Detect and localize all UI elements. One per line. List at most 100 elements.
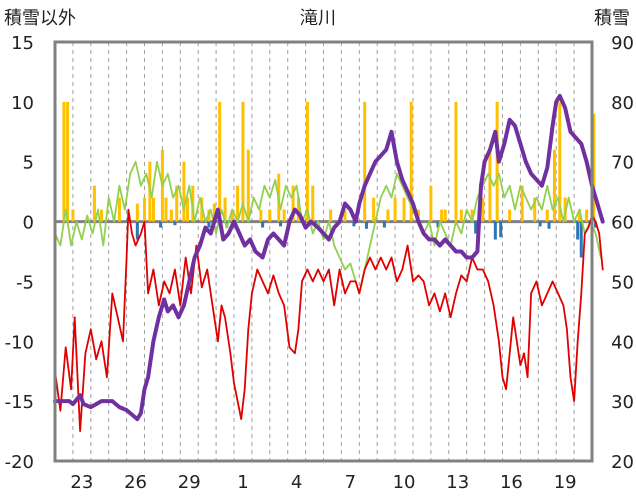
precip-bar [459, 209, 463, 222]
precip-bar [363, 101, 367, 222]
snow-depth-line [53, 93, 605, 422]
plot-frame [53, 40, 594, 463]
precip-bar [296, 197, 300, 222]
left-tick-label: 15 [11, 33, 34, 54]
precip-bar [62, 101, 66, 222]
precip-bar-negative [261, 221, 265, 228]
right-axis-label: 積雪 [594, 8, 630, 29]
precip-bar-negative [499, 221, 503, 238]
precip-bar [92, 185, 96, 222]
precip-bar [443, 209, 447, 222]
precip-bar [577, 209, 581, 222]
precip-bar [454, 101, 458, 222]
precip-bar [71, 209, 75, 222]
x-tick-label: 23 [70, 472, 93, 493]
precip-bar-negative [159, 221, 163, 228]
temperature-line [54, 208, 604, 432]
precip-bar [182, 161, 186, 222]
series-lines [53, 93, 605, 432]
precip-bar-negative [382, 221, 386, 228]
precip-bar [66, 101, 70, 222]
precip-bar-negative [135, 221, 139, 240]
chart-title: 滝川 [300, 8, 336, 29]
precip-bar [488, 149, 492, 222]
precip-bar-negative [493, 221, 497, 240]
precip-bar-negative [538, 221, 542, 227]
right-tick-label: 80 [611, 93, 634, 114]
precip-bar [236, 185, 240, 222]
right-tick-label: 40 [611, 332, 634, 353]
wind-line [54, 160, 602, 295]
precip-bar [552, 149, 556, 222]
precip-bar [592, 113, 596, 222]
precip-bar [185, 197, 189, 222]
precip-bar [246, 149, 250, 222]
precip-bar [393, 197, 397, 222]
x-tick-label: 16 [500, 472, 523, 493]
precip-bar [282, 209, 286, 222]
precip-bar [259, 209, 263, 222]
precip-bar [230, 209, 234, 222]
precip-bar [409, 101, 413, 222]
left-tick-label: 10 [11, 93, 34, 114]
precip-bar-negative [547, 221, 551, 229]
precip-bar-negative [364, 221, 368, 229]
x-tick-label: 1 [237, 472, 248, 493]
precip-bar [268, 209, 272, 222]
precip-bar [329, 209, 333, 222]
x-tick-label: 7 [345, 472, 356, 493]
x-tick-label: 19 [554, 472, 577, 493]
x-tick-label: 13 [446, 472, 469, 493]
x-tick-label: 26 [124, 472, 147, 493]
precip-bar [100, 209, 104, 222]
precip-bar-negative [579, 221, 583, 258]
precip-bar-negative [207, 221, 211, 228]
left-ticks: 15 10 5 0 -5 -10 -15 -20 [5, 33, 34, 473]
left-tick-label: -5 [16, 272, 34, 293]
precip-bar [212, 203, 216, 222]
precip-bar [175, 185, 179, 222]
x-tick-label: 29 [178, 472, 201, 493]
precip-bar [545, 209, 549, 222]
precip-bar-negative [474, 221, 478, 234]
precip-bar [440, 209, 444, 222]
precip-bar [151, 197, 155, 222]
right-tick-label: 90 [611, 33, 634, 54]
left-tick-label: -10 [5, 332, 34, 353]
precip-bar [117, 197, 121, 222]
precip-bar-negative [576, 221, 580, 240]
precip-bar [386, 209, 390, 222]
precip-bar [508, 209, 512, 222]
precip-bar-negative [352, 221, 356, 227]
precip-bar [223, 197, 227, 222]
left-tick-label: -20 [5, 452, 34, 473]
precip-bar [343, 209, 347, 222]
precip-bar [558, 101, 562, 222]
precip-bar [241, 101, 245, 222]
right-tick-label: 70 [611, 153, 634, 174]
precip-bar [402, 197, 406, 222]
precip-bar [520, 185, 524, 222]
x-tick-label: 4 [291, 472, 302, 493]
left-tick-label: -15 [5, 392, 34, 413]
precip-bar-negative [173, 221, 177, 226]
left-axis-label: 積雪以外 [4, 8, 76, 29]
precip-bar-negative [279, 221, 283, 227]
right-tick-label: 60 [611, 213, 634, 234]
x-ticks: 23 26 29 1 4 7 10 13 16 19 [70, 472, 576, 493]
precip-bar [135, 203, 139, 222]
precip-bar [311, 185, 315, 222]
precip-bar [533, 197, 537, 222]
precip-bar [305, 101, 309, 222]
precip-bar [429, 185, 433, 222]
precip-bar [481, 197, 485, 222]
right-tick-label: 20 [611, 452, 634, 473]
precip-bar [470, 209, 474, 222]
precip-bar [585, 209, 589, 222]
precip-bar [143, 197, 146, 222]
right-ticks: 90 80 70 60 50 40 30 20 [611, 33, 634, 473]
x-tick-label: 10 [393, 472, 416, 493]
left-tick-label: 0 [23, 213, 34, 234]
